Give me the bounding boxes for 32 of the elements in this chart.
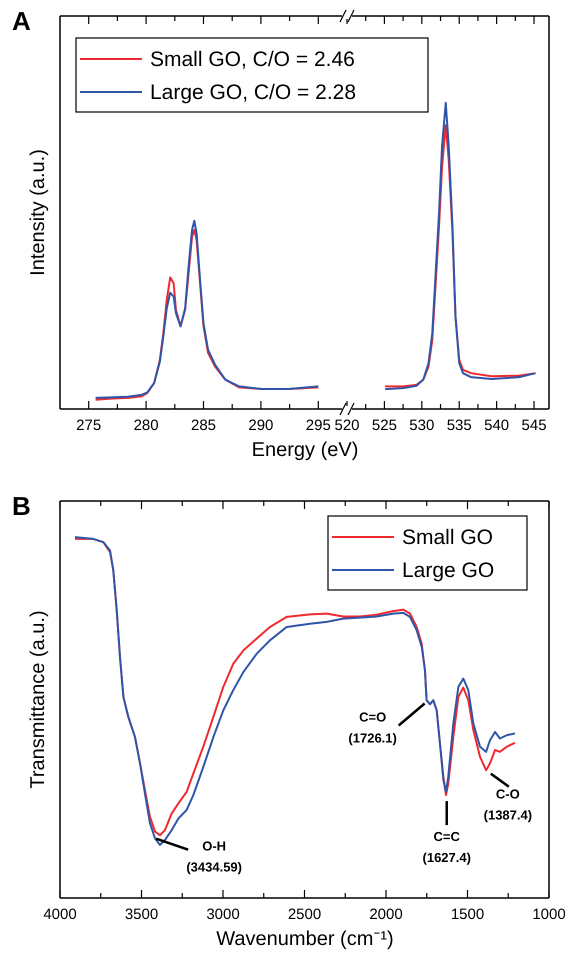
x-tick-label: 520	[334, 417, 360, 434]
x-tick-label: 2500	[288, 906, 322, 923]
legend-label: Large GO	[402, 559, 494, 582]
chart-title: B	[12, 491, 31, 521]
x-tick-label: 275	[76, 417, 102, 434]
x-tick-label: 285	[190, 417, 216, 434]
x-tick-label: 540	[484, 417, 510, 434]
annotation: O-H (3434.59)	[186, 838, 242, 875]
x-tick-label: 545	[522, 417, 547, 434]
annotation: C=O (1726.1)	[348, 710, 397, 746]
y-axis-title: Intensity (a.u.)	[27, 149, 49, 276]
x-tick-label: 1500	[450, 906, 484, 923]
x-tick-label: 2000	[369, 906, 403, 923]
legend-label: Small GO, C/O = 2.46	[150, 48, 355, 71]
x-axis-title: Wavenumber (cm⁻¹)	[216, 928, 394, 950]
legend-label: Small GO	[402, 526, 494, 549]
x-tick-label: 535	[446, 417, 472, 434]
x-tick-label: 4000	[43, 906, 77, 923]
x-tick-label: 1000	[532, 906, 566, 923]
x-tick-label: 525	[372, 417, 397, 434]
x-tick-label: 290	[248, 417, 274, 434]
x-axis-title: Energy (eV)	[252, 439, 358, 461]
x-tick-label: 530	[409, 417, 434, 434]
x-tick-label: 3500	[124, 906, 158, 923]
annotation: C=C (1627.4)	[422, 829, 471, 866]
x-tick-label: 280	[134, 417, 159, 434]
legend-label: Large GO, C/O = 2.28	[150, 81, 356, 104]
chart-title: A	[12, 6, 31, 36]
x-tick-label: 3000	[206, 906, 240, 923]
x-tick-label: 295	[306, 417, 331, 434]
annotation: C-O (1387.4)	[484, 786, 532, 823]
y-axis-title: Transmittance (a.u.)	[27, 610, 49, 789]
